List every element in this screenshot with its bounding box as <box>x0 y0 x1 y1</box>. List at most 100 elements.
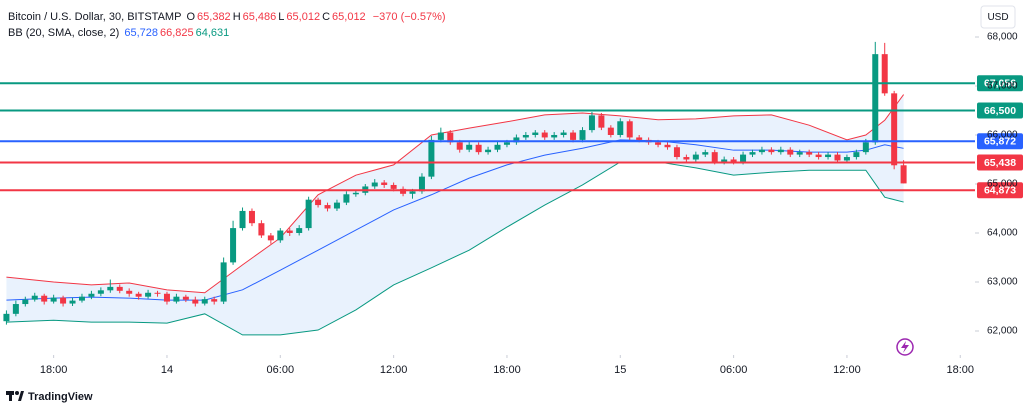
candle-body <box>154 292 161 294</box>
candle-body <box>201 299 208 304</box>
candle-body <box>145 292 152 297</box>
brand-logo[interactable] <box>6 391 24 401</box>
candle-body <box>796 152 803 155</box>
candle-body <box>97 290 104 294</box>
candle-body <box>834 154 841 161</box>
candle-body <box>324 205 331 209</box>
candle-body <box>494 144 501 150</box>
candle-body <box>721 159 728 162</box>
x-tick-label: 06:00 <box>267 364 295 376</box>
candle-body <box>702 152 709 155</box>
candle-body <box>475 144 482 153</box>
candle-body <box>862 142 869 153</box>
x-tick-label: 18:00 <box>40 364 68 376</box>
candle-body <box>286 230 293 233</box>
logo-part <box>18 391 24 401</box>
candle-body <box>655 142 662 145</box>
indicator-value: 64,631 <box>195 27 230 39</box>
price-label: 66,500 <box>984 105 1016 117</box>
indicator-name: BB (20, SMA, close, 2) <box>8 27 120 39</box>
candle-body <box>107 286 114 291</box>
indicator-values: 65,728 66,825 64,631 <box>124 27 231 39</box>
candle-body <box>88 293 95 297</box>
x-tick-label: 06:00 <box>720 364 748 376</box>
candle-body <box>881 54 888 94</box>
candle-body <box>60 297 67 304</box>
candle-body <box>636 137 643 140</box>
candle-body <box>390 184 397 189</box>
candle-body <box>447 132 454 143</box>
legend-header: Bitcoin / U.S. Dollar, 30, BITSTAMP O 65,… <box>8 9 448 41</box>
candle-body <box>78 296 85 301</box>
candle-body <box>343 194 350 203</box>
candle-body <box>437 132 444 140</box>
candle-body <box>230 228 237 263</box>
candle-body <box>532 132 539 135</box>
candle-body <box>570 132 577 140</box>
candle-body <box>41 295 48 302</box>
candle-body <box>588 115 595 131</box>
y-tick-label: 68,000 <box>987 32 1018 43</box>
candle-body <box>381 182 388 185</box>
candle-body <box>485 149 492 153</box>
candle-body <box>22 299 29 305</box>
price-label-box <box>977 154 1023 171</box>
price-label: 67,056 <box>984 78 1016 90</box>
candle-body <box>607 127 614 135</box>
candle-body <box>711 152 718 162</box>
candle-body <box>352 192 359 195</box>
candle-body <box>305 199 312 229</box>
candle-body <box>872 54 879 143</box>
bollinger-line <box>6 94 905 294</box>
candle-body <box>825 154 832 158</box>
currency-box[interactable] <box>980 5 1016 29</box>
x-tick-label: 18:00 <box>493 364 521 376</box>
candle-body <box>258 223 265 236</box>
candle-body <box>456 142 463 150</box>
candle-body <box>617 121 624 135</box>
logo-part <box>15 391 19 395</box>
ohlc-letter: H <box>232 11 241 23</box>
candle-body <box>853 152 860 158</box>
x-tick-label: 12:00 <box>380 364 408 376</box>
candle-body <box>50 297 57 302</box>
candle-body <box>126 290 133 294</box>
currency: USD <box>987 12 1008 23</box>
candle-body <box>31 295 38 300</box>
candle-body <box>296 228 303 233</box>
price-label-box <box>977 102 1023 119</box>
candle-body <box>806 152 813 155</box>
candle-body <box>409 191 416 194</box>
y-tick-label: 65,000 <box>987 179 1018 190</box>
price-label: 65,872 <box>984 136 1016 148</box>
candle-body <box>664 144 671 148</box>
candle-body <box>815 154 822 158</box>
price-label: 65,438 <box>984 157 1016 169</box>
candle-body <box>371 182 378 187</box>
indicator-row: BB (20, SMA, close, 2) 65,728 66,825 64,63… <box>8 25 448 41</box>
candle-body <box>758 149 765 153</box>
candle-body <box>239 210 246 229</box>
candle-body <box>626 121 633 138</box>
candle-body <box>315 199 322 206</box>
candle-body <box>116 286 123 291</box>
candle-body <box>740 154 747 162</box>
ohlc-letter: O <box>186 11 196 23</box>
candle-body <box>466 144 473 150</box>
y-tick-label: 67,000 <box>987 81 1018 92</box>
candle-body <box>277 230 284 241</box>
y-tick-label: 62,000 <box>987 326 1018 337</box>
candle-body <box>3 313 10 322</box>
candle-body <box>683 157 690 160</box>
ohlc-letter: C <box>322 11 331 23</box>
candle-body <box>843 157 850 161</box>
x-tick-label: 15 <box>614 364 626 376</box>
candle-body <box>333 202 340 209</box>
candle-body <box>173 296 180 302</box>
ohlc-value: 65,012 <box>332 11 366 23</box>
candle-body <box>522 134 529 138</box>
candle-body <box>692 154 699 160</box>
ohlc-value: 65,012 <box>286 11 321 23</box>
